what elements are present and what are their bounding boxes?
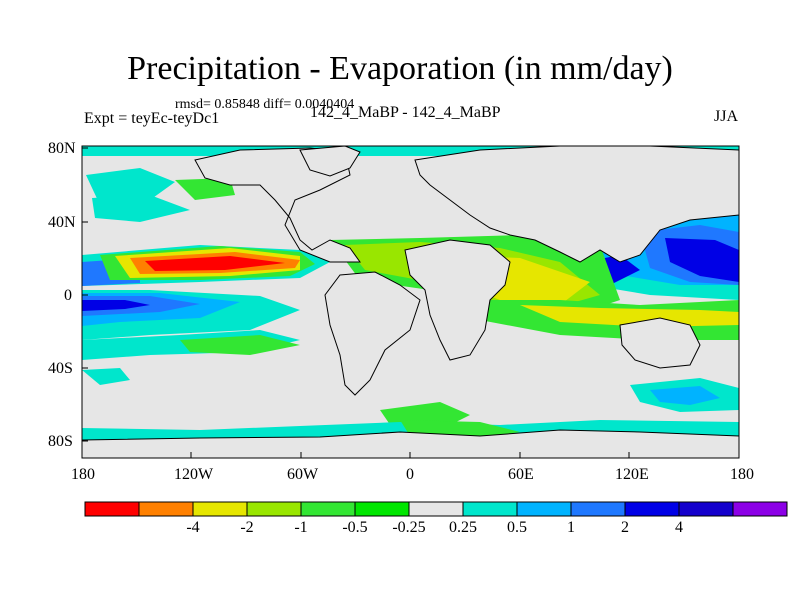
stats-text: rmsd= 0.85848 diff= 0.0040404 (175, 97, 355, 112)
colorbar-label-6: 0.25 (449, 519, 477, 536)
lat-label-80n: 80N (48, 140, 76, 157)
lon-label-60w: 60W (287, 466, 319, 483)
antarctica (82, 429, 739, 458)
experiment-label: Expt = teyEc-teyDc1 (84, 110, 220, 127)
colorbar-label-4: -0.5 (342, 519, 368, 536)
lon-label-120w: 120W (174, 466, 214, 483)
npac-patch-c (92, 195, 190, 222)
colorbar-label-7: 0.5 (507, 519, 527, 536)
colorbar-box-5 (300, 501, 356, 517)
australia (619, 317, 701, 369)
s-patch-d (82, 368, 130, 385)
seq-dark (82, 300, 150, 311)
arctic-strip (82, 146, 739, 156)
colorbar-label-3: -1 (294, 519, 308, 536)
lon-label-0: 0 (406, 466, 414, 483)
itcz-red (145, 256, 285, 271)
lon-label-180w: 180 (71, 466, 95, 483)
sind-yellow (520, 305, 739, 327)
greenland (299, 146, 361, 177)
colorbar-box-6 (354, 501, 410, 517)
spac-green (180, 335, 300, 355)
colorbar-box-13 (732, 501, 788, 517)
lat-label-80s: 80S (48, 433, 73, 450)
colorbar-box-7 (408, 501, 464, 517)
season-label: JJA (714, 108, 739, 125)
colorbar-box-10 (570, 501, 626, 517)
nwpac-dark (665, 238, 739, 282)
colorbar-label-10: 4 (675, 519, 683, 536)
subtitle: 142_4_MaBP - 142_4_MaBP (310, 104, 501, 121)
colorbar-label-8: 1 (567, 519, 575, 536)
map-panel (81, 145, 740, 459)
npac-patch-a (86, 168, 175, 205)
colorbar-box-2 (138, 501, 194, 517)
plot-title: Precipitation - Evaporation (in mm/day) (127, 50, 673, 87)
lat-label-40s: 40S (48, 360, 73, 377)
lat-label-40n: 40N (48, 214, 76, 231)
map-axis-ticks (81, 147, 740, 458)
colorbar-box-11 (624, 501, 680, 517)
eurasia (414, 146, 739, 263)
africa (404, 239, 511, 361)
colorbar-box-8 (462, 501, 518, 517)
lon-label-60e: 60E (508, 466, 534, 483)
colorbar (84, 501, 788, 517)
south-america (324, 271, 421, 396)
continent-outlines (82, 146, 739, 458)
colorbar-box-1 (84, 501, 140, 517)
colorbar-box-12 (678, 501, 734, 517)
lon-label-180e: 180 (730, 466, 754, 483)
colorbar-label-1: -4 (186, 519, 200, 536)
colorbar-label-9: 2 (621, 519, 629, 536)
field-contours (82, 146, 739, 458)
npac-patch-b (175, 178, 235, 200)
colorbar-label-5: -0.25 (392, 519, 426, 536)
lat-label-0: 0 (64, 287, 72, 304)
colorbar-box-4 (246, 501, 302, 517)
lon-label-120e: 120E (615, 466, 649, 483)
colorbar-box-9 (516, 501, 572, 517)
colorbar-box-3 (192, 501, 248, 517)
s-patch-b (650, 386, 720, 405)
colorbar-label-2: -2 (240, 519, 254, 536)
